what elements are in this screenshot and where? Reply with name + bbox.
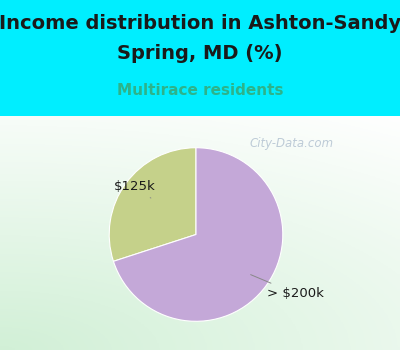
Text: Income distribution in Ashton-Sandy: Income distribution in Ashton-Sandy <box>0 14 400 33</box>
Wedge shape <box>114 148 283 321</box>
Text: $125k: $125k <box>114 180 155 198</box>
Wedge shape <box>109 148 196 261</box>
Text: Multirace residents: Multirace residents <box>117 83 283 98</box>
Text: > $200k: > $200k <box>251 275 324 300</box>
Text: Spring, MD (%): Spring, MD (%) <box>117 44 283 63</box>
Text: City-Data.com: City-Data.com <box>250 137 334 150</box>
